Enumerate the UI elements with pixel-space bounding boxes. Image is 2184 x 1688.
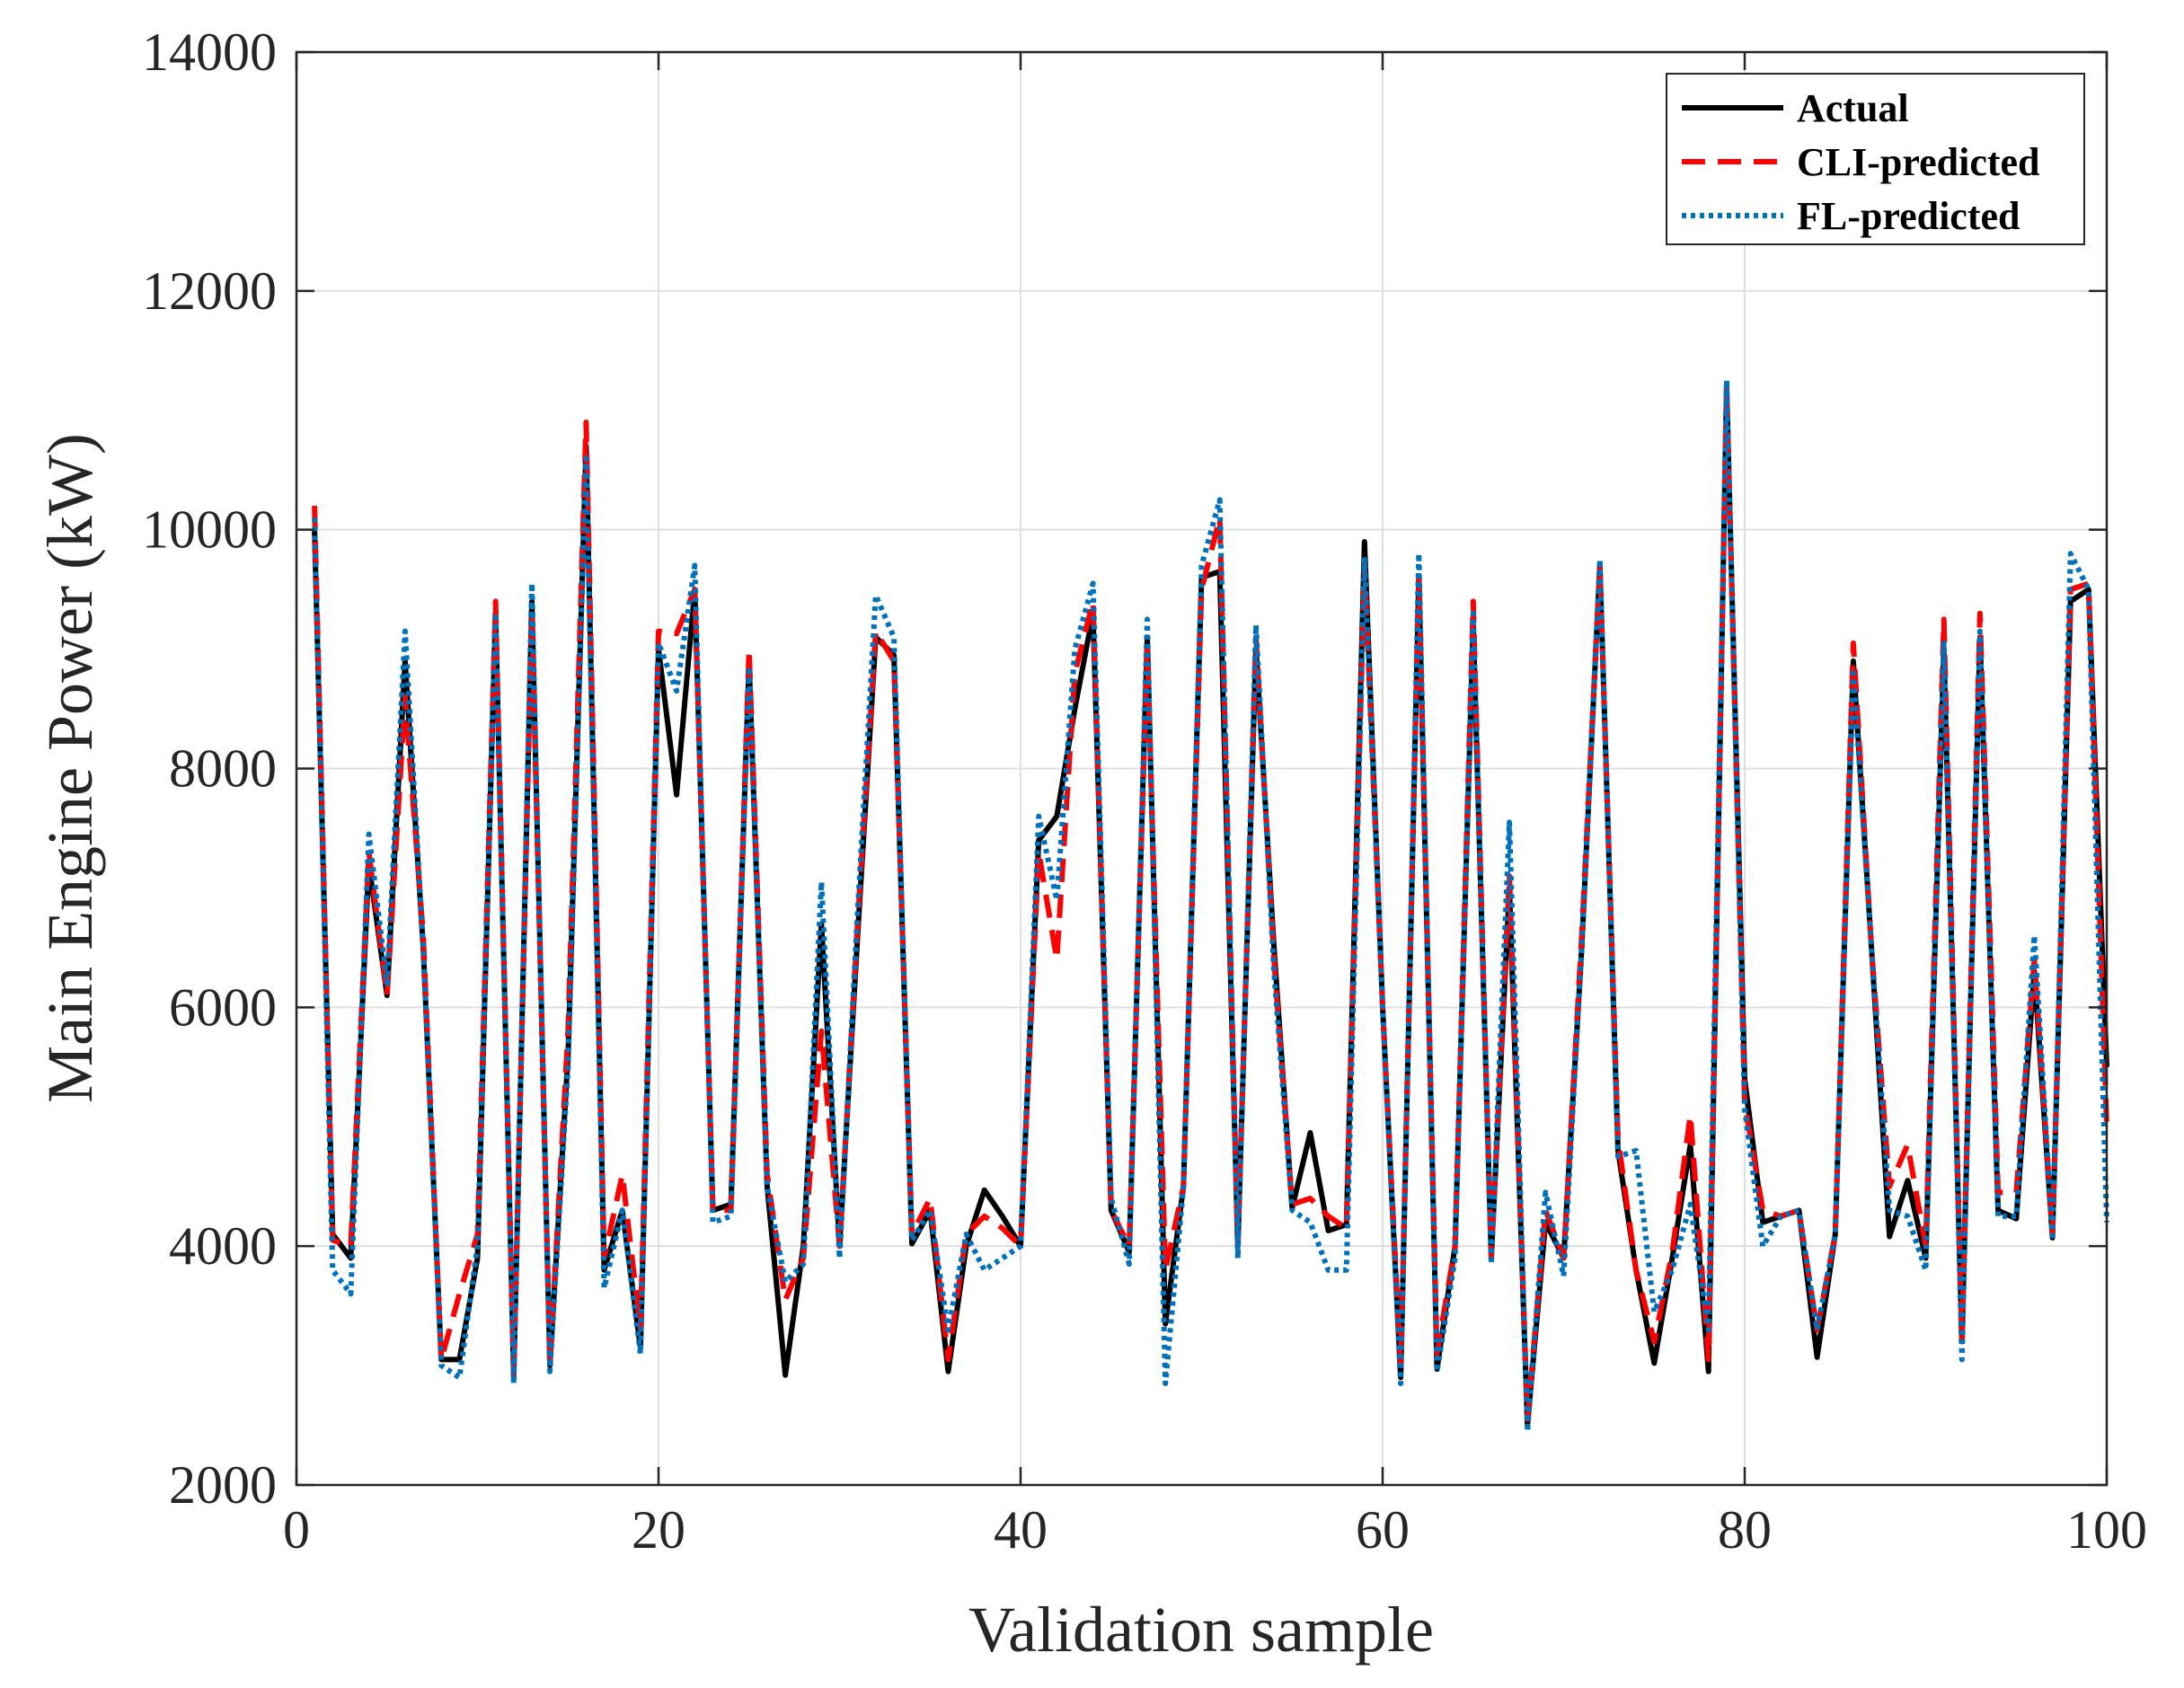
y-tick-label: 12000: [142, 261, 277, 321]
y-tick-label: 10000: [142, 500, 277, 560]
y-tick-label: 4000: [169, 1216, 277, 1276]
series-layer: [312, 377, 2109, 1435]
series-line-fl-predicted: [312, 377, 2109, 1435]
y-tick-label: 2000: [169, 1455, 277, 1515]
x-axis-label: Validation sample: [968, 1594, 1434, 1666]
series-line-actual: [312, 384, 2109, 1428]
x-tick-label: 80: [1718, 1500, 1772, 1560]
legend-label-fl-predicted: FL-predicted: [1797, 194, 2020, 238]
x-tick-label: 0: [283, 1500, 310, 1560]
x-tick-label: 20: [632, 1500, 685, 1560]
x-tick-label: 60: [1356, 1500, 1410, 1560]
x-tick-label: 100: [2066, 1500, 2147, 1560]
ticks-layer: 0 20 40 60 80 100 2000 4000 6000 8000 10000 12000 14…: [142, 22, 2147, 1560]
y-tick-label: 14000: [142, 22, 277, 82]
x-tick-label: 40: [994, 1500, 1048, 1560]
legend-label-cli-predicted: CLI-predicted: [1797, 140, 2040, 184]
legend-label-actual: Actual: [1797, 86, 1909, 130]
y-axis-label: Main Engine Power (kW): [34, 433, 106, 1103]
y-tick-label: 6000: [169, 977, 277, 1037]
legend: Actual CLI-predicted FL-predicted: [1666, 73, 2085, 245]
y-tick-label: 8000: [169, 739, 277, 799]
